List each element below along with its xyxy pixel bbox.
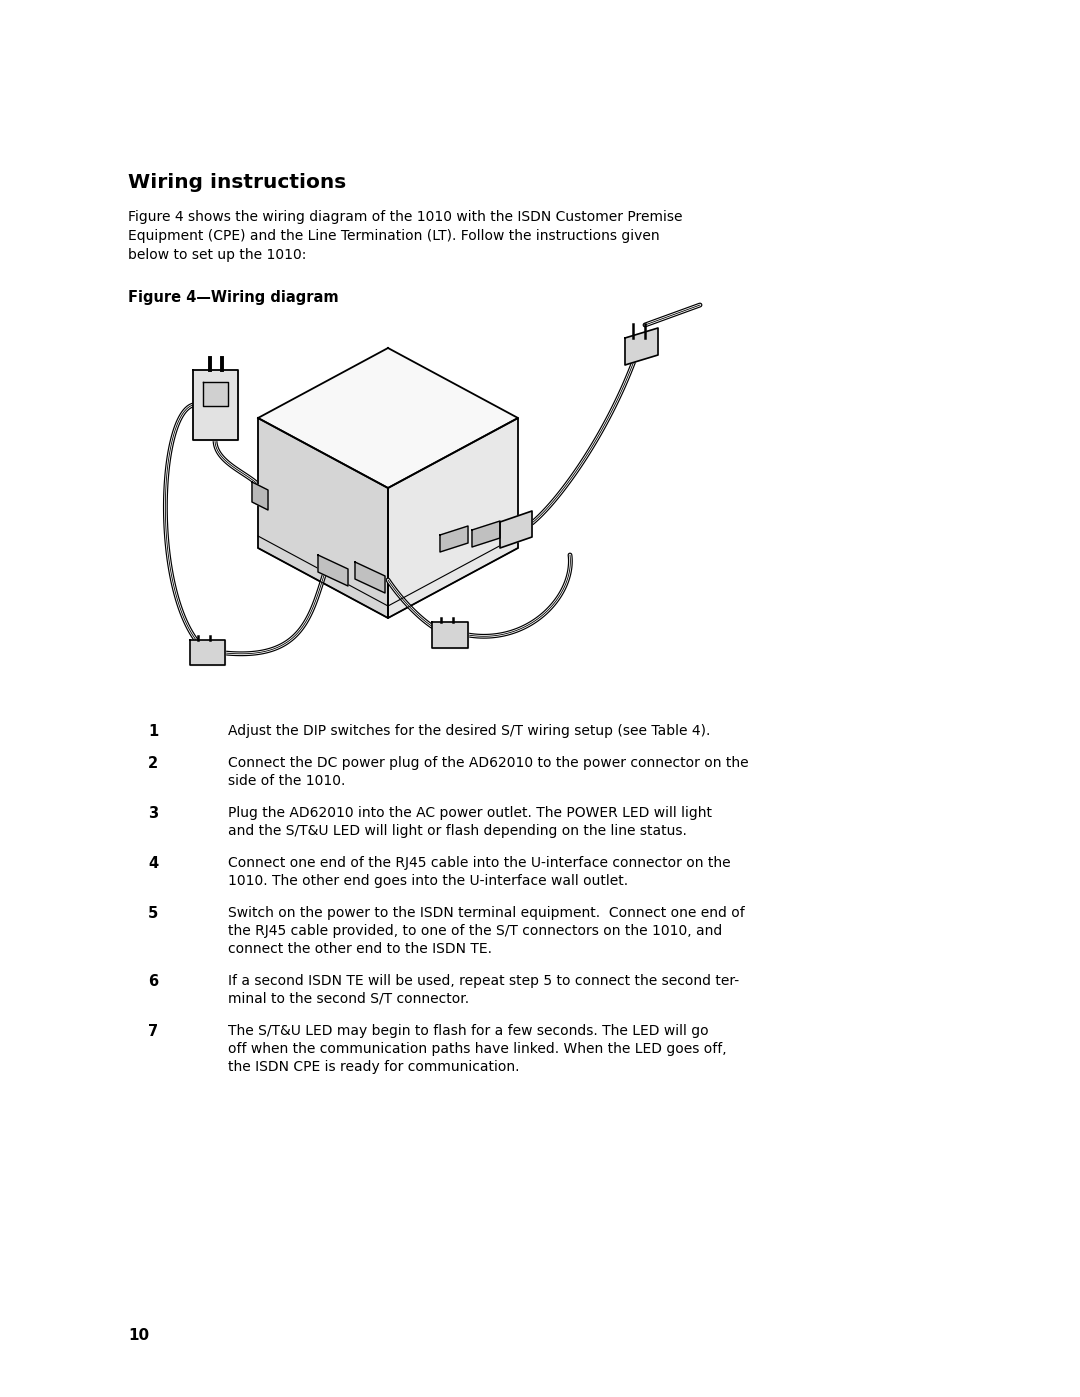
Text: minal to the second S/T connector.: minal to the second S/T connector. <box>228 992 469 1006</box>
Text: below to set up the 1010:: below to set up the 1010: <box>129 249 307 263</box>
Polygon shape <box>203 381 228 407</box>
Text: Figure 4 shows the wiring diagram of the 1010 with the ISDN Customer Premise: Figure 4 shows the wiring diagram of the… <box>129 210 683 224</box>
Text: Wiring instructions: Wiring instructions <box>129 173 347 191</box>
Polygon shape <box>190 640 225 665</box>
Text: 1: 1 <box>148 724 159 739</box>
Polygon shape <box>440 527 468 552</box>
Text: Switch on the power to the ISDN terminal equipment.  Connect one end of: Switch on the power to the ISDN terminal… <box>228 907 745 921</box>
Text: the ISDN CPE is ready for communication.: the ISDN CPE is ready for communication. <box>228 1060 519 1074</box>
Text: Figure 4—Wiring diagram: Figure 4—Wiring diagram <box>129 291 339 305</box>
Text: If a second ISDN TE will be used, repeat step 5 to connect the second ter-: If a second ISDN TE will be used, repeat… <box>228 974 739 988</box>
Text: 1010. The other end goes into the U-interface wall outlet.: 1010. The other end goes into the U-inte… <box>228 875 629 888</box>
Text: 6: 6 <box>148 974 158 989</box>
Polygon shape <box>432 622 468 648</box>
Polygon shape <box>472 521 500 548</box>
Polygon shape <box>355 562 384 592</box>
Text: 10: 10 <box>129 1329 149 1343</box>
Text: the RJ45 cable provided, to one of the S/T connectors on the 1010, and: the RJ45 cable provided, to one of the S… <box>228 923 723 937</box>
Text: 4: 4 <box>148 856 158 870</box>
Text: 2: 2 <box>148 756 158 771</box>
Text: 7: 7 <box>148 1024 158 1039</box>
Polygon shape <box>258 348 518 488</box>
Polygon shape <box>258 418 388 617</box>
Text: Equipment (CPE) and the Line Termination (LT). Follow the instructions given: Equipment (CPE) and the Line Termination… <box>129 229 660 243</box>
Text: 5: 5 <box>148 907 159 921</box>
Polygon shape <box>500 511 532 548</box>
Text: Adjust the DIP switches for the desired S/T wiring setup (see Table 4).: Adjust the DIP switches for the desired … <box>228 724 711 738</box>
Polygon shape <box>625 328 658 365</box>
Text: side of the 1010.: side of the 1010. <box>228 774 346 788</box>
Text: Connect the DC power plug of the AD62010 to the power connector on the: Connect the DC power plug of the AD62010… <box>228 756 748 770</box>
Text: connect the other end to the ISDN TE.: connect the other end to the ISDN TE. <box>228 942 492 956</box>
Polygon shape <box>388 418 518 617</box>
Text: and the S/T&U LED will light or flash depending on the line status.: and the S/T&U LED will light or flash de… <box>228 824 687 838</box>
Polygon shape <box>193 370 238 440</box>
Text: The S/T&U LED may begin to flash for a few seconds. The LED will go: The S/T&U LED may begin to flash for a f… <box>228 1024 708 1038</box>
Polygon shape <box>252 482 268 510</box>
Text: off when the communication paths have linked. When the LED goes off,: off when the communication paths have li… <box>228 1042 727 1056</box>
Polygon shape <box>318 555 348 585</box>
Text: 3: 3 <box>148 806 158 821</box>
Text: Connect one end of the RJ45 cable into the U-interface connector on the: Connect one end of the RJ45 cable into t… <box>228 856 731 870</box>
Text: Plug the AD62010 into the AC power outlet. The POWER LED will light: Plug the AD62010 into the AC power outle… <box>228 806 712 820</box>
